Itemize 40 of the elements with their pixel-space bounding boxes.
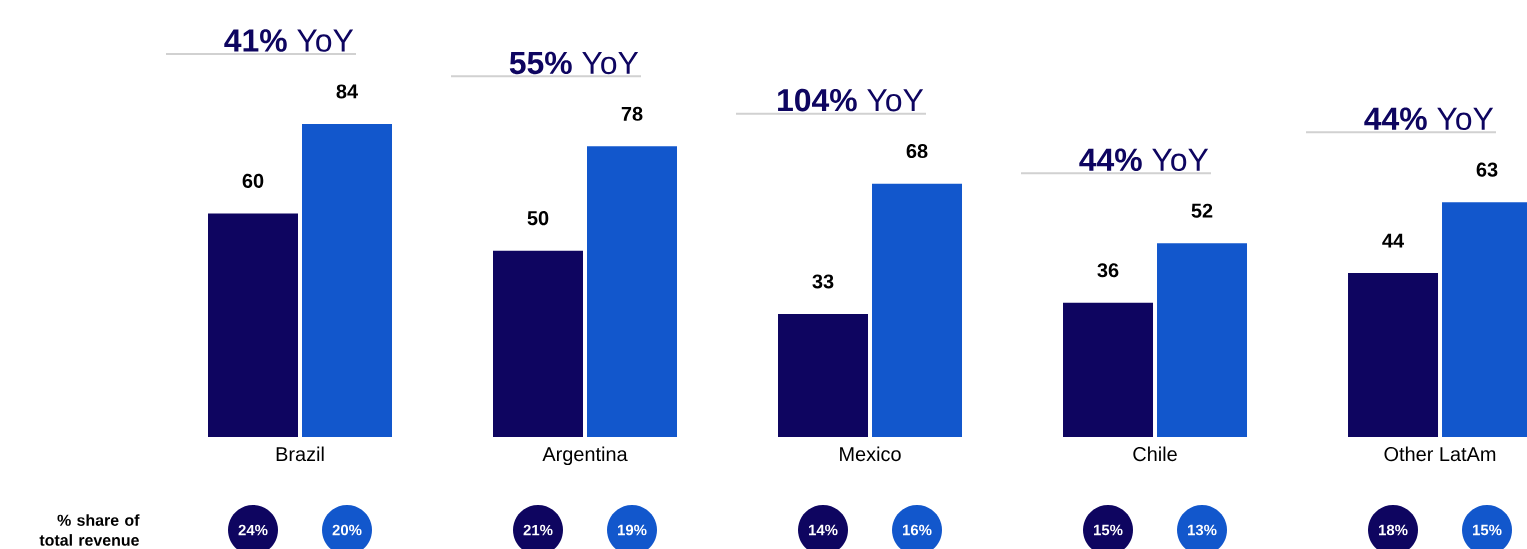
data-label: 50 (527, 211, 549, 226)
data-label: 33 (812, 274, 834, 289)
text: 14% (808, 524, 838, 536)
x-tick-label: Argentina (542, 446, 628, 466)
bar (208, 213, 298, 437)
bar (493, 250, 583, 437)
data-label: 52 (1191, 203, 1213, 218)
data-label: 68 (906, 144, 928, 159)
text: 24% (238, 524, 268, 536)
text: 55% YoY (509, 51, 639, 75)
data-label: 44 (1382, 233, 1404, 248)
data-label: 36 (1097, 263, 1119, 278)
data-label: 84 (336, 84, 358, 99)
annotation: 44% YoY (1364, 107, 1494, 131)
text: 20% (332, 524, 362, 536)
text: 15% (1473, 524, 1502, 536)
bar (1063, 302, 1154, 437)
x-tick-label: Chile (1133, 446, 1177, 462)
x-tick-label: Other LatAm (1384, 446, 1496, 462)
text: 16% (902, 524, 932, 536)
text: % share of total revenue (39, 514, 140, 546)
bar (1157, 243, 1248, 437)
text: 18% (1379, 524, 1408, 536)
x-tick-label: Brazil (276, 446, 324, 462)
text: 21% (523, 524, 553, 536)
data-label: 78 (621, 106, 643, 121)
data-label: 63 (1476, 162, 1498, 177)
data-label: 60 (242, 173, 264, 188)
text: 19% (617, 524, 647, 536)
bar (778, 314, 869, 437)
text: 104% YoY (778, 88, 924, 112)
bar (1348, 273, 1439, 437)
text: 41% YoY (224, 29, 354, 52)
x-tick-label: Mexico (840, 446, 901, 462)
bar (587, 146, 677, 437)
bar (872, 183, 963, 437)
bar (302, 124, 392, 437)
annotation: 44% YoY (1079, 148, 1209, 172)
text: 15% (1094, 524, 1123, 536)
text: 13% (1188, 524, 1217, 536)
